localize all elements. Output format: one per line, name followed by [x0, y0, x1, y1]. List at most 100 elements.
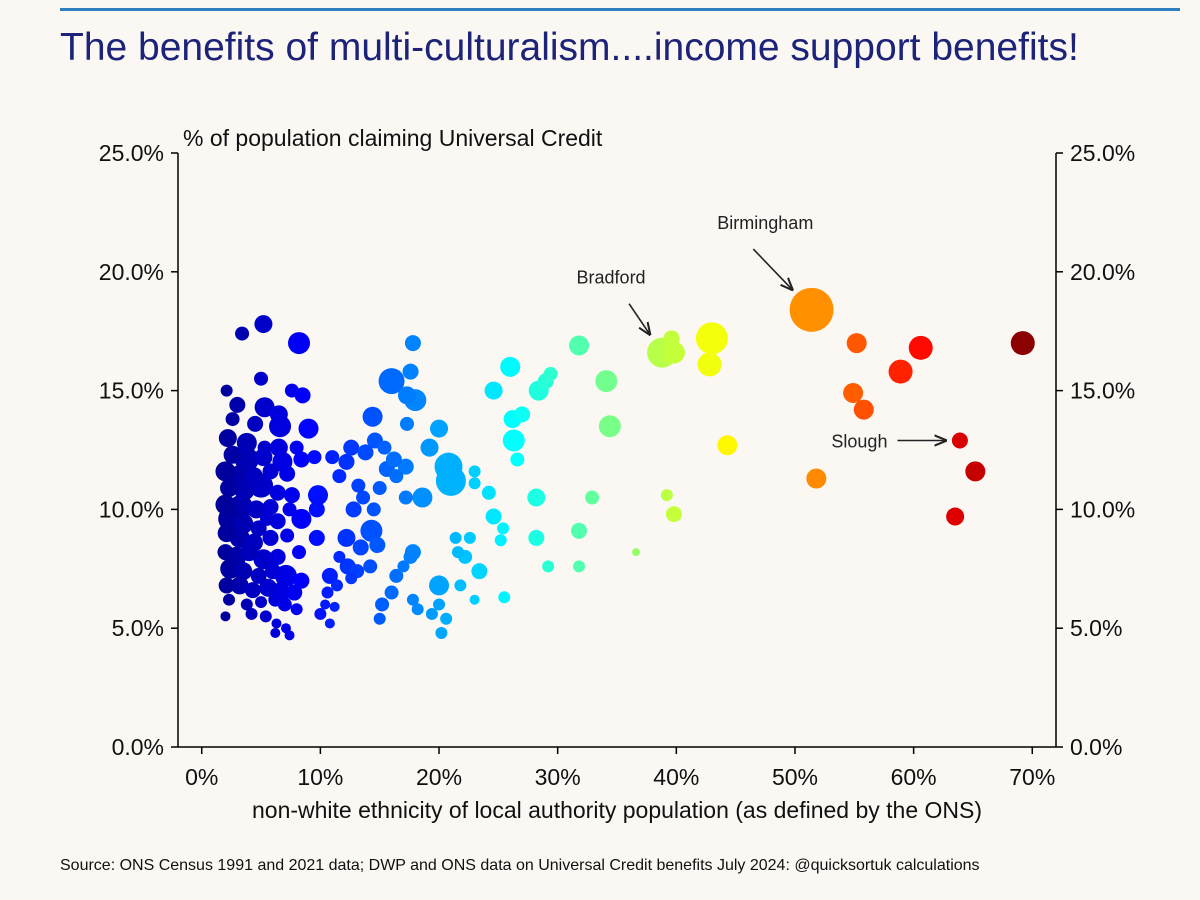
source-note: Source: ONS Census 1991 and 2021 data; D…: [60, 857, 980, 874]
data-point: [269, 405, 288, 424]
data-point: [320, 599, 331, 610]
data-point: [343, 439, 360, 456]
data-point: [571, 522, 588, 539]
data-point: [846, 333, 867, 354]
data-point: [269, 438, 288, 457]
data-point: [217, 524, 236, 543]
data-point: [236, 432, 257, 453]
data-point: [433, 598, 446, 611]
data-point: [240, 598, 253, 611]
data-point: [375, 597, 390, 612]
data-point: [345, 572, 358, 585]
data-point: [384, 585, 399, 600]
data-point: [373, 612, 386, 625]
x-tick-label: 70%: [1009, 764, 1055, 790]
data-point: [497, 522, 510, 535]
y-axis-label: % of population claiming Universal Credi…: [183, 125, 603, 151]
data-point: [218, 577, 235, 594]
data-point: [223, 593, 236, 606]
data-point: [280, 528, 295, 543]
y-tick-label-left: 0.0%: [112, 734, 164, 760]
annotation-arrow: [628, 303, 650, 335]
data-point: [247, 500, 266, 519]
data-point: [468, 477, 481, 490]
data-point: [389, 469, 404, 484]
data-point: [308, 501, 325, 518]
data-point: [330, 579, 343, 592]
data-point: [717, 435, 738, 456]
data-point: [351, 478, 366, 493]
data-point: [360, 519, 383, 542]
data-point: [298, 418, 319, 439]
x-tick-label: 20%: [416, 764, 462, 790]
data-point: [234, 480, 255, 501]
data-point: [277, 597, 292, 612]
annotation-bradford: Bradford: [577, 268, 646, 288]
x-axis-label: non-white ethnicity of local authority p…: [252, 797, 982, 823]
data-point: [406, 593, 419, 606]
top-rule: [60, 8, 1180, 11]
data-point: [234, 562, 253, 581]
data-point: [398, 490, 413, 505]
data-point: [308, 485, 329, 506]
data-point: [271, 618, 282, 629]
data-point: [220, 384, 233, 397]
data-point: [314, 607, 327, 620]
data-point: [357, 444, 374, 461]
data-point: [254, 371, 269, 386]
data-point: [399, 416, 414, 431]
data-point: [284, 630, 295, 641]
data-point: [429, 575, 450, 596]
data-point: [286, 584, 303, 601]
data-point: [377, 440, 392, 455]
data-point: [352, 539, 369, 556]
data-point: [257, 440, 272, 455]
data-point: [527, 488, 546, 507]
data-point: [345, 501, 362, 518]
data-point: [292, 545, 307, 560]
data-point: [293, 572, 310, 589]
data-point: [498, 591, 511, 604]
data-point: [291, 508, 312, 529]
data-point: [288, 332, 311, 355]
data-point: [484, 381, 503, 400]
data-point: [240, 543, 259, 562]
data-point: [494, 534, 507, 547]
data-point: [293, 451, 310, 468]
data-point: [403, 549, 418, 564]
data-point: [412, 487, 433, 508]
data-point: [695, 322, 728, 355]
data-point: [245, 607, 258, 620]
data-point: [259, 578, 278, 597]
data-point: [404, 335, 421, 352]
data-point: [366, 502, 381, 517]
data-point: [229, 396, 246, 413]
data-point: [333, 550, 346, 563]
data-point: [965, 461, 986, 482]
data-point: [420, 438, 439, 457]
y-tick-label-left: 25.0%: [99, 140, 164, 166]
data-point: [697, 352, 722, 377]
data-point: [269, 484, 286, 501]
y-tick-label-right: 25.0%: [1070, 140, 1135, 166]
data-point: [230, 576, 249, 595]
data-point: [225, 412, 240, 427]
data-point: [244, 582, 261, 599]
y-tick-label-left: 20.0%: [99, 259, 164, 285]
y-tick-label-right: 0.0%: [1070, 734, 1122, 760]
x-tick-label: 60%: [891, 764, 937, 790]
data-point: [663, 330, 680, 347]
y-tick-label-left: 15.0%: [99, 378, 164, 404]
data-point: [665, 506, 682, 523]
data-point: [337, 528, 356, 547]
y-tick-label-right: 5.0%: [1070, 615, 1122, 641]
data-point: [452, 546, 465, 559]
data-point: [853, 399, 874, 420]
y-tick-label-right: 10.0%: [1070, 496, 1135, 522]
data-point: [372, 481, 387, 496]
data-point: [435, 626, 448, 639]
chart-title: The benefits of multi-culturalism....inc…: [60, 26, 1079, 69]
data-point: [255, 596, 268, 609]
data-point: [282, 502, 297, 517]
